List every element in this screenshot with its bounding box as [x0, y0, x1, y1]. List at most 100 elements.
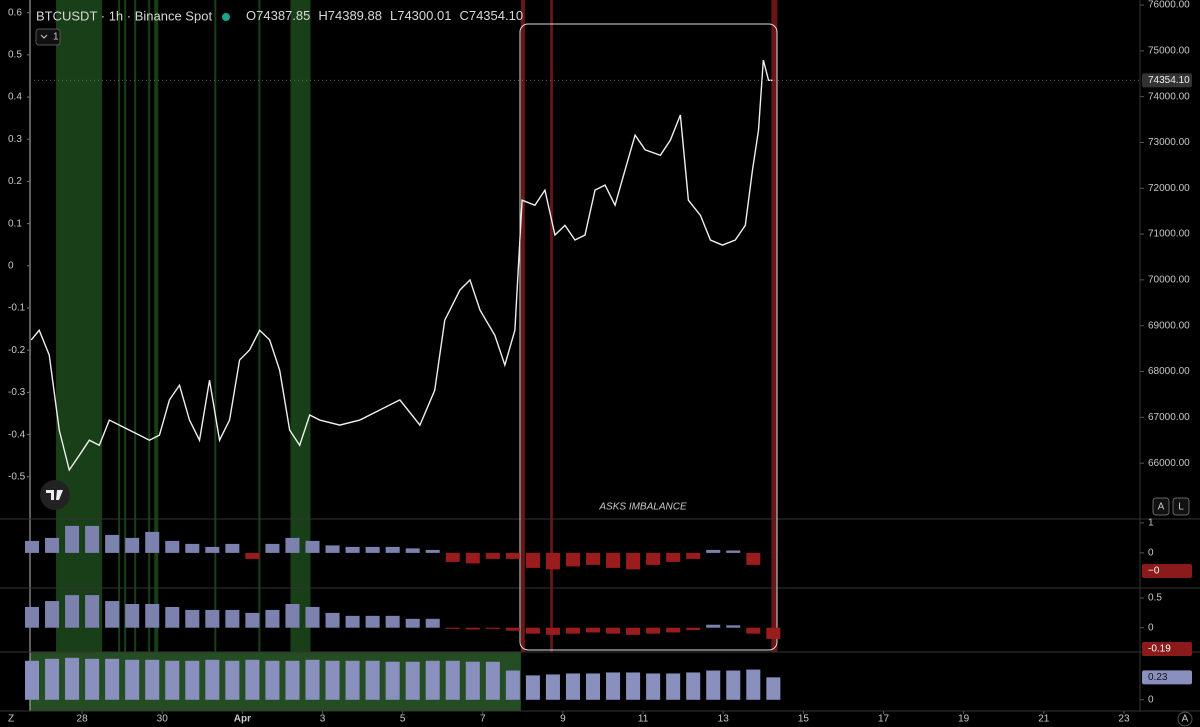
histogram-bar	[165, 540, 180, 553]
histogram-bar	[465, 661, 480, 700]
histogram-bar	[24, 660, 40, 700]
histogram-bar	[365, 615, 380, 628]
histogram-bar	[45, 537, 60, 553]
background-layer	[30, 0, 778, 711]
histogram-bar	[606, 672, 621, 700]
histogram-bar	[345, 546, 360, 553]
symbol: BTCUSDT · 1h · Binance Spot	[36, 8, 212, 23]
histogram-bar	[425, 618, 440, 628]
y-tick-label: 0	[1148, 622, 1154, 633]
chevron-icon	[40, 34, 48, 39]
histogram-bar	[265, 609, 280, 628]
histogram-bar	[24, 606, 40, 628]
last-value-label: 74354.10	[1148, 75, 1190, 86]
histogram-bar	[105, 534, 120, 553]
histogram-bar	[746, 552, 761, 565]
histogram-bar	[505, 627, 520, 631]
x-tick-label: 17	[878, 714, 890, 725]
last-value-box	[1142, 73, 1192, 88]
histogram-bar	[485, 627, 500, 629]
collapse-label: 1	[53, 32, 59, 43]
y-tick-label: 0	[1148, 548, 1154, 559]
signal-highlight	[771, 0, 778, 652]
y-tick-label: -0.5	[8, 471, 26, 482]
collapse-button[interactable]	[35, 28, 61, 46]
price-line	[30, 59, 773, 472]
histogram-bar	[686, 552, 701, 559]
histogram-bar	[185, 543, 200, 553]
histogram-bar	[365, 660, 380, 700]
y-tick-label: 0.2	[8, 176, 22, 187]
histogram-bar	[445, 552, 460, 562]
auto-button[interactable]	[1152, 497, 1170, 516]
x-tick-label: 23	[1118, 714, 1130, 725]
histogram-bar	[686, 627, 701, 631]
signal-highlight	[56, 0, 103, 652]
annotation: ASKS IMBALANCE	[598, 502, 687, 513]
histogram-bar	[145, 659, 160, 700]
histogram-bar	[65, 657, 80, 700]
histogram-bar	[185, 660, 200, 700]
ohlc-key: L	[390, 8, 397, 23]
histogram-bar	[125, 659, 140, 700]
y2-tick-label: 66000.00	[1148, 458, 1190, 469]
histogram-bar	[445, 660, 460, 700]
histogram-bar	[626, 672, 641, 700]
y-tick-label: 0.3	[8, 134, 22, 145]
ohlc-value: 74354.10	[469, 8, 523, 23]
histogram-bar	[766, 627, 781, 639]
histogram-bar	[726, 670, 741, 700]
histogram-bar	[565, 673, 580, 700]
histogram-bar	[225, 543, 240, 553]
signal-highlight	[118, 0, 121, 652]
histogram-bar	[485, 552, 500, 559]
x-tick-label: 19	[958, 714, 970, 725]
y2-tick-label: 74000.00	[1148, 91, 1190, 102]
histogram-bar	[385, 546, 400, 553]
x-tick-label: 21	[1038, 714, 1050, 725]
x-tick-label: 9	[560, 714, 566, 725]
last-value-label: -0.19	[1148, 644, 1171, 655]
histogram-bar	[485, 661, 500, 700]
histogram-bar	[325, 612, 340, 628]
tradingview-logo	[40, 480, 70, 510]
histogram-bar	[45, 601, 60, 628]
histogram-bar	[626, 627, 641, 635]
log-button[interactable]	[1172, 497, 1190, 516]
histogram-bar	[385, 661, 400, 700]
x-tick-label: 7	[480, 714, 486, 725]
histogram-bar	[425, 549, 440, 553]
x-tick-label: 13	[718, 714, 730, 725]
histogram-bar	[626, 552, 641, 570]
y2-tick-label: 71000.00	[1148, 229, 1190, 240]
histogram-bar	[245, 552, 260, 559]
histogram-bar	[105, 658, 120, 700]
histogram-bar	[285, 537, 300, 553]
histogram-bar	[465, 627, 480, 630]
last-value-label: 0.23	[1148, 672, 1168, 683]
status-dot	[222, 13, 230, 21]
histogram-bar	[525, 627, 540, 634]
ohlc-key: O	[246, 8, 256, 23]
histogram-bar	[245, 612, 260, 628]
histogram-bar	[706, 670, 721, 700]
y2-tick-label: 70000.00	[1148, 275, 1190, 286]
histogram-bar	[385, 615, 400, 628]
y-tick-label: 0.1	[8, 218, 22, 229]
histogram-bar	[85, 658, 100, 700]
signal-highlight	[290, 0, 311, 652]
histogram-bar	[205, 659, 220, 700]
selection-box	[519, 23, 778, 651]
histogram-bar	[285, 660, 300, 700]
histogram-bar	[305, 659, 320, 700]
histogram-bar	[145, 604, 160, 628]
histogram-bar	[706, 624, 721, 628]
histogram-bar	[646, 673, 661, 700]
histogram-bar	[225, 609, 240, 628]
x-tick-label: 5	[400, 714, 406, 725]
x-tick-label: 30	[157, 714, 169, 725]
signal-highlight	[148, 0, 151, 652]
corner-right: A	[1182, 714, 1189, 725]
histogram-bar	[405, 661, 420, 700]
histogram-bar	[586, 627, 601, 633]
